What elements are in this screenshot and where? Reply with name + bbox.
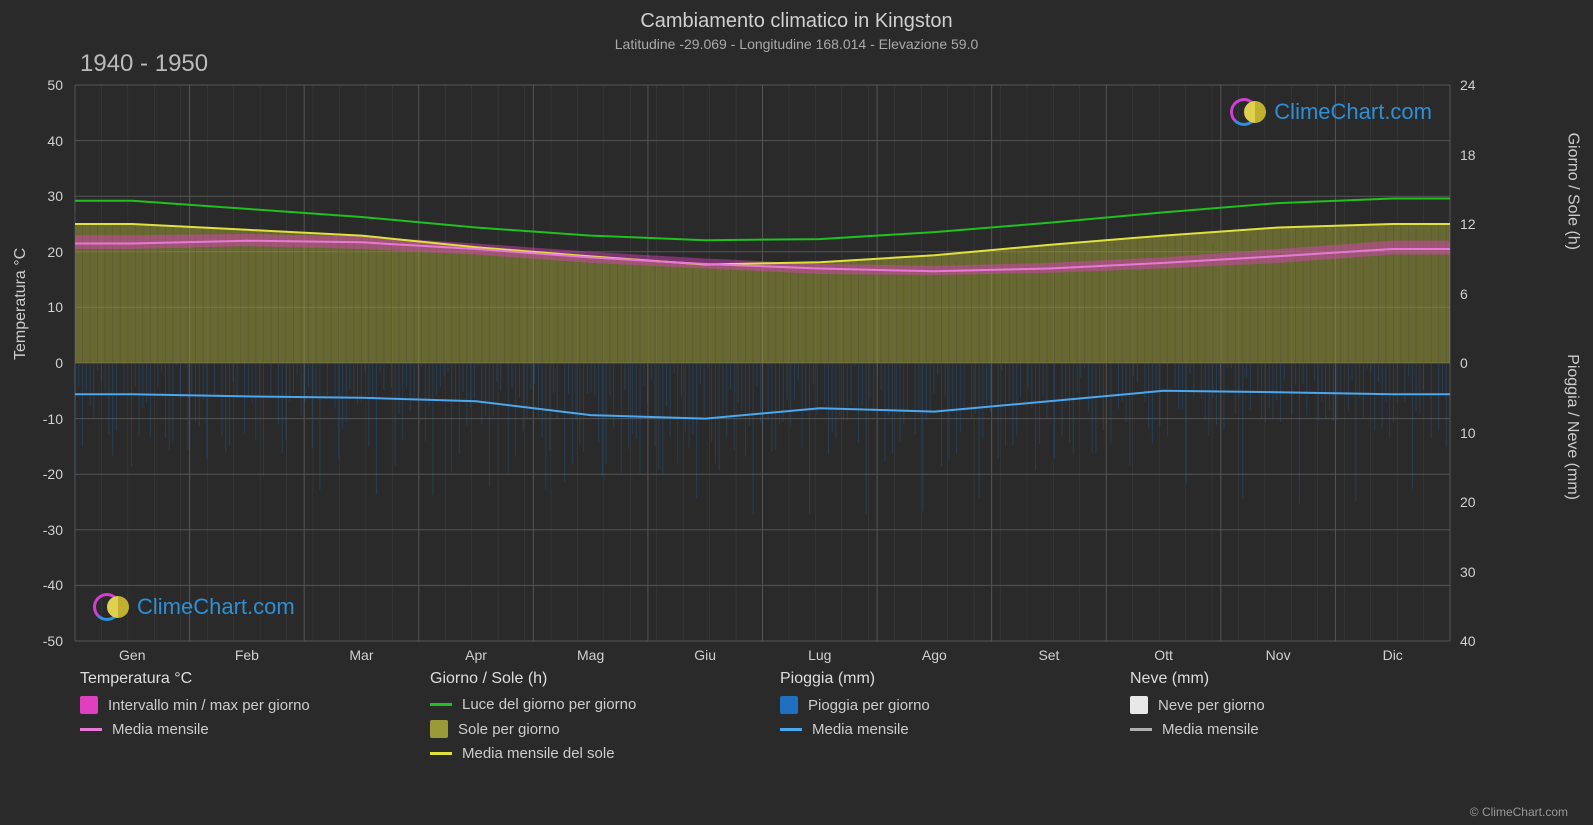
legend-swatch (1130, 728, 1152, 731)
legend-swatch (780, 696, 798, 714)
right-bottom-tick-label: 20 (1460, 494, 1500, 510)
legend-group: Neve (mm) Neve per giorno Media mensile (1130, 670, 1480, 769)
chart-svg (75, 85, 1450, 641)
legend-group: Giorno / Sole (h) Luce del giorno per gio… (430, 670, 780, 769)
legend-group: Temperatura °C Intervallo min / max per g… (80, 670, 430, 769)
watermark-text: ClimeChart.com (137, 594, 295, 620)
legend-label: Sole per giorno (458, 721, 560, 738)
right-top-tick-label: 18 (1460, 147, 1500, 163)
left-tick-label: -30 (23, 522, 63, 538)
legend-group: Pioggia (mm) Pioggia per giorno Media mens… (780, 670, 1130, 769)
right-top-tick-label: 0 (1460, 355, 1500, 371)
watermark-text: ClimeChart.com (1274, 99, 1432, 125)
right-axis-title-bottom: Pioggia / Neve (mm) (1563, 354, 1581, 500)
legend-swatch (80, 728, 102, 731)
left-tick-label: 50 (23, 77, 63, 93)
month-tick-label: Feb (217, 647, 277, 663)
right-axis-title-top: Giorno / Sole (h) (1563, 133, 1581, 250)
legend-group-title: Pioggia (mm) (780, 670, 1130, 688)
year-range-label: 1940 - 1950 (80, 50, 208, 78)
left-tick-label: -10 (23, 411, 63, 427)
legend-label: Intervallo min / max per giorno (108, 697, 310, 714)
month-tick-label: Nov (1248, 647, 1308, 663)
right-top-tick-label: 6 (1460, 286, 1500, 302)
legend-group-title: Temperatura °C (80, 670, 430, 688)
legend-item: Media mensile (1130, 721, 1480, 738)
legend: Temperatura °C Intervallo min / max per g… (80, 670, 1480, 769)
right-bottom-tick-label: 40 (1460, 633, 1500, 649)
left-tick-label: 0 (23, 355, 63, 371)
right-bottom-tick-label: 30 (1460, 564, 1500, 580)
month-tick-label: Apr (446, 647, 506, 663)
legend-item: Media mensile del sole (430, 745, 780, 762)
chart-plot-area: ClimeChart.com ClimeChart.com (75, 85, 1450, 641)
legend-item: Neve per giorno (1130, 696, 1480, 714)
legend-item: Intervallo min / max per giorno (80, 696, 430, 714)
legend-swatch (430, 703, 452, 706)
month-tick-label: Ago (904, 647, 964, 663)
legend-swatch (430, 752, 452, 755)
chart-title: Cambiamento climatico in Kingston (0, 0, 1593, 33)
left-tick-label: 10 (23, 299, 63, 315)
legend-label: Media mensile (1162, 721, 1259, 738)
climechart-logo-icon (93, 588, 131, 626)
legend-label: Pioggia per giorno (808, 697, 930, 714)
legend-group-title: Neve (mm) (1130, 670, 1480, 688)
legend-label: Luce del giorno per giorno (462, 696, 636, 713)
legend-group-title: Giorno / Sole (h) (430, 670, 780, 688)
left-tick-label: -20 (23, 466, 63, 482)
legend-label: Media mensile (112, 721, 209, 738)
legend-item: Pioggia per giorno (780, 696, 1130, 714)
legend-label: Media mensile del sole (462, 745, 615, 762)
climechart-logo-icon (1230, 93, 1268, 131)
legend-item: Media mensile (80, 721, 430, 738)
month-tick-label: Lug (790, 647, 850, 663)
legend-label: Neve per giorno (1158, 697, 1265, 714)
month-tick-label: Mag (561, 647, 621, 663)
chart-subtitle: Latitudine -29.069 - Longitudine 168.014… (0, 33, 1593, 52)
legend-item: Sole per giorno (430, 720, 780, 738)
legend-swatch (80, 696, 98, 714)
month-tick-label: Ott (1134, 647, 1194, 663)
watermark-top: ClimeChart.com (1230, 93, 1432, 131)
month-tick-label: Giu (675, 647, 735, 663)
legend-label: Media mensile (812, 721, 909, 738)
watermark-bottom: ClimeChart.com (93, 588, 295, 626)
legend-item: Media mensile (780, 721, 1130, 738)
right-bottom-tick-label: 10 (1460, 425, 1500, 441)
legend-swatch (1130, 696, 1148, 714)
month-tick-label: Dic (1363, 647, 1423, 663)
left-tick-label: -50 (23, 633, 63, 649)
month-tick-label: Gen (102, 647, 162, 663)
legend-swatch (780, 728, 802, 731)
left-tick-label: 30 (23, 188, 63, 204)
month-tick-label: Set (1019, 647, 1079, 663)
right-top-tick-label: 12 (1460, 216, 1500, 232)
copyright: © ClimeChart.com (1470, 805, 1568, 819)
right-top-tick-label: 24 (1460, 77, 1500, 93)
left-tick-label: 20 (23, 244, 63, 260)
legend-item: Luce del giorno per giorno (430, 696, 780, 713)
month-tick-label: Mar (331, 647, 391, 663)
left-tick-label: 40 (23, 133, 63, 149)
left-tick-label: -40 (23, 577, 63, 593)
legend-swatch (430, 720, 448, 738)
